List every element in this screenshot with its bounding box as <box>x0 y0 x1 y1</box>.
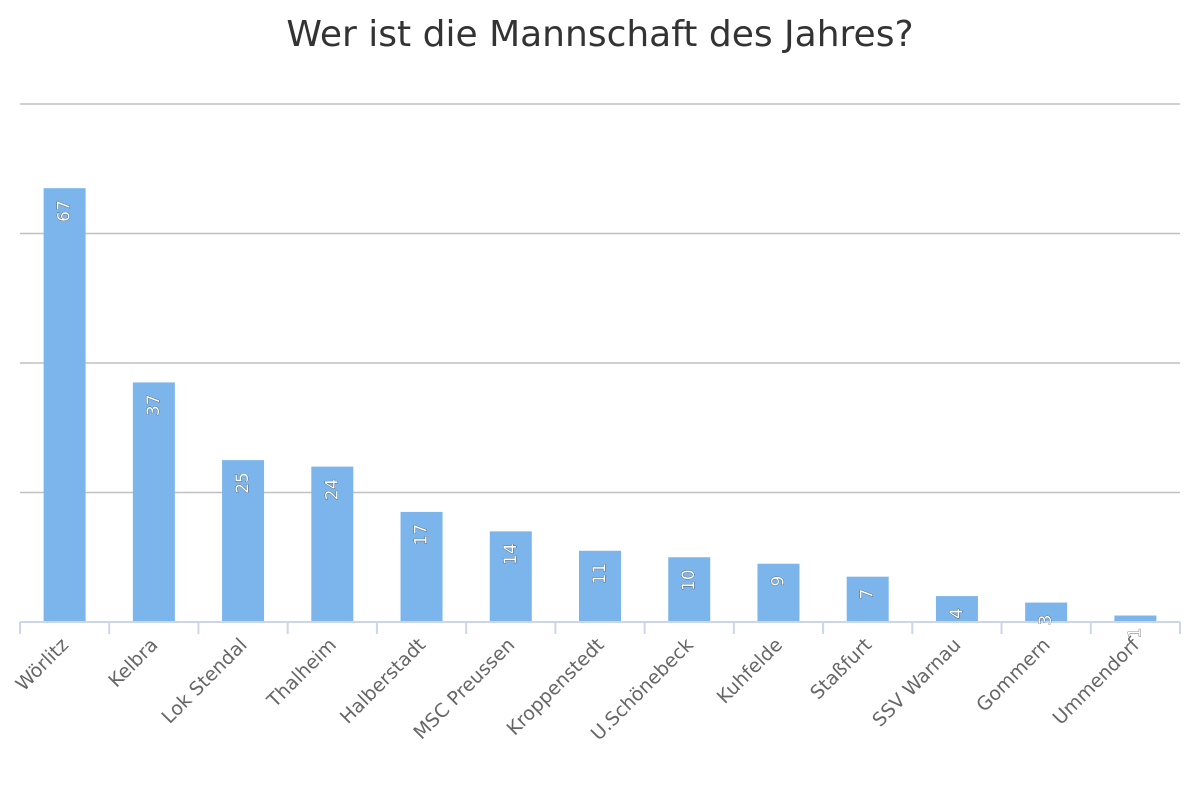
x-tick-label: Gommern <box>972 634 1054 716</box>
data-label: 37 <box>144 394 164 416</box>
data-label: 3 <box>1036 615 1056 626</box>
x-tick-label: SSV Warnau <box>868 634 965 731</box>
bar <box>400 511 443 622</box>
bar <box>1114 615 1157 622</box>
x-axis <box>19 621 1181 634</box>
bar <box>668 557 711 622</box>
bar <box>311 466 354 622</box>
data-label: 10 <box>679 569 699 591</box>
bar <box>1025 602 1068 622</box>
data-label: 25 <box>233 472 253 494</box>
data-label: 11 <box>590 563 610 585</box>
data-label: 67 <box>55 200 75 222</box>
data-label: 17 <box>412 524 432 546</box>
data-label: 7 <box>858 589 878 600</box>
data-label: 4 <box>947 608 967 619</box>
x-tick-label: Wörlitz <box>12 634 74 696</box>
bars <box>43 188 1157 623</box>
data-label: 14 <box>501 543 521 565</box>
data-label: 9 <box>768 576 788 587</box>
x-tick-label: Ummendorf <box>1049 633 1145 729</box>
x-tick-label: Kelbra <box>104 634 162 692</box>
data-label: 24 <box>322 479 342 501</box>
x-tick-label: Kuhfelde <box>713 634 787 708</box>
x-tick-label: Lok Stendal <box>157 634 251 728</box>
bar <box>846 576 889 622</box>
bar <box>489 531 532 622</box>
x-tick-label: Thalheim <box>262 634 341 713</box>
bar <box>935 596 978 622</box>
gridlines <box>20 103 1180 494</box>
bar <box>757 563 800 622</box>
x-tick-label: Staßfurt <box>806 634 876 704</box>
bar <box>579 550 621 622</box>
bar <box>222 460 265 622</box>
chart-title: Wer ist die Mannschaft des Jahres? <box>286 14 914 55</box>
bar <box>43 188 86 623</box>
data-labels: 67 37 25 24 17 14 11 10 9 7 4 3 1 <box>54 200 1145 639</box>
bar <box>132 382 175 622</box>
x-tick-label: Halberstadt <box>336 634 430 728</box>
data-label: 1 <box>1125 628 1145 639</box>
